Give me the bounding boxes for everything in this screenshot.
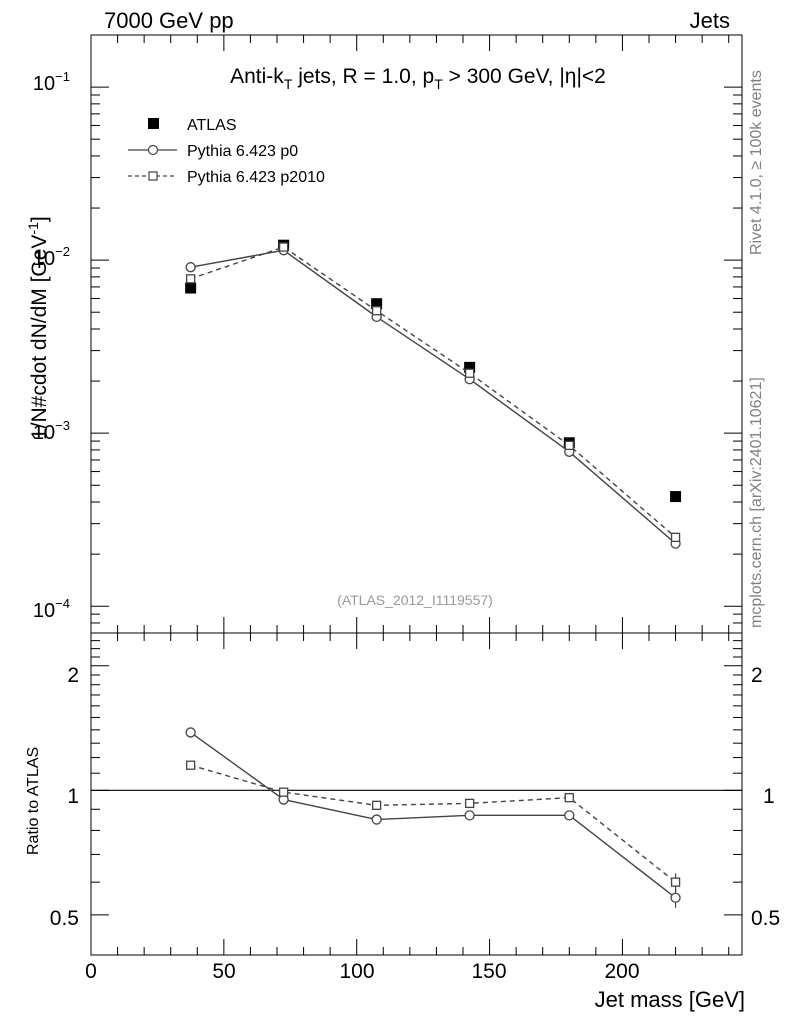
y-tick-label-1: 10−1 xyxy=(33,69,70,95)
ratio-line-p0 xyxy=(190,731,677,899)
y-tick-labels: 10−1 10−2 10−3 10−4 xyxy=(33,69,70,622)
title-part-a: Anti-k xyxy=(230,65,284,88)
legend-atlas-label: ATLAS xyxy=(187,117,237,134)
legend-p2010-label: Pythia 6.423 p2010 xyxy=(187,169,325,186)
ratio-p2010-point xyxy=(564,793,574,803)
p0-data-point xyxy=(185,262,196,273)
ratio-p2010-point xyxy=(371,800,382,810)
p2010-data-point xyxy=(564,440,574,451)
ratio-p2010-point xyxy=(670,877,681,887)
y-tick-label-2: 10−2 xyxy=(33,244,70,270)
ratio-plot-frame xyxy=(90,632,743,956)
atlas-data-point xyxy=(371,298,383,310)
ratio-p2010-point xyxy=(185,760,196,770)
p2010-data-point xyxy=(371,306,382,316)
rivet-label: Rivet 4.1.0, ≥ 100k events xyxy=(748,70,765,255)
legend-p0-label: Pythia 6.423 p0 xyxy=(187,143,298,160)
header-left: 7000 GeV pp xyxy=(104,8,234,33)
y-axis-label-end: ] xyxy=(28,216,51,222)
p2010-data-point xyxy=(670,532,681,542)
y-axis-label-sup: -1 xyxy=(25,222,41,235)
ratio-tick-1-left: 1 xyxy=(67,785,79,808)
ratio-p0-point xyxy=(185,727,196,738)
y-axis-label: 1/N#cdot dN/dM [GeV-1] xyxy=(25,216,51,440)
x-axis-label: Jet mass [GeV] xyxy=(595,987,745,1012)
ratio-p0-point xyxy=(564,810,575,821)
ratio-tick-2-left: 2 xyxy=(67,664,79,687)
title-part-c: > 300 GeV, |η|<2 xyxy=(443,65,606,88)
p2010-data-point xyxy=(278,242,289,252)
ratio-tick-2-right: 2 xyxy=(751,664,763,687)
x-tick-label-150: 150 xyxy=(471,960,506,983)
ratio-tick-labels: 2 1 0.5 2 1 0.5 xyxy=(50,664,780,930)
atlas-data-point xyxy=(670,491,682,503)
analysis-label: (ATLAS_2012_I1119557) xyxy=(337,592,493,608)
x-tick-label-0: 0 xyxy=(85,960,97,983)
ratio-p2010-point xyxy=(278,787,289,797)
ratio-tick-05-left: 0.5 xyxy=(50,907,79,930)
title-sub-b: T xyxy=(434,76,443,92)
y-tick-label-3: 10−3 xyxy=(33,418,70,444)
x-tick-labels: 0 50 100 150 200 xyxy=(85,960,639,983)
atlas-data-point xyxy=(185,282,197,294)
x-tick-label-100: 100 xyxy=(339,960,374,983)
atlas-data-point xyxy=(464,361,476,373)
ratio-tick-05-right: 0.5 xyxy=(751,907,780,930)
title-part-b: jets, R = 1.0, p xyxy=(292,65,434,88)
ratio-line-p2010 xyxy=(190,764,677,883)
legend-atlas-marker xyxy=(148,118,159,129)
legend-p0-marker xyxy=(147,144,159,156)
ratio-axis-label: Ratio to ATLAS xyxy=(25,747,42,855)
plot-title: Anti-kT jets, R = 1.0, pT > 300 GeV, |η|… xyxy=(230,65,606,92)
legend: ATLAS Pythia 6.423 p0 Pythia 6.423 p2010 xyxy=(128,117,325,186)
y-tick-label-4: 10−4 xyxy=(33,596,70,622)
ratio-p0-point xyxy=(464,810,475,821)
y-axis-label-main: 1/N#cdot dN/dM [GeV xyxy=(28,235,51,440)
ratio-p2010-point xyxy=(464,798,475,809)
ratio-p0-point xyxy=(670,892,681,903)
x-tick-label-200: 200 xyxy=(604,960,639,983)
title-sub-a: T xyxy=(284,76,293,92)
p2010-data-point xyxy=(464,368,475,378)
series-line-p0 xyxy=(190,249,677,545)
p2010-data-point xyxy=(185,274,196,284)
series-line-p2010 xyxy=(190,246,677,538)
legend-p2010-marker xyxy=(148,171,158,181)
ratio-tick-1-right: 1 xyxy=(763,785,775,808)
x-tick-label-50: 50 xyxy=(212,960,235,983)
ratio-p0-point xyxy=(371,814,382,825)
series-layer xyxy=(91,239,742,908)
header-right: Jets xyxy=(690,8,730,33)
mcplots-label: mcplots.cern.ch [arXiv:2401.10621] xyxy=(748,377,765,628)
